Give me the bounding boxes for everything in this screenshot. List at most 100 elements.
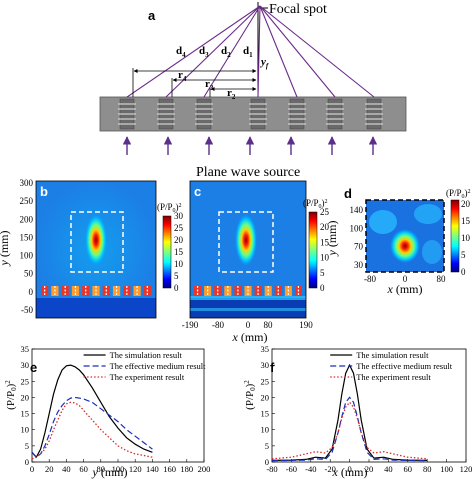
panel-d-focal-spot bbox=[390, 229, 420, 263]
panel-e-x-tick-label: 180 bbox=[180, 464, 193, 474]
d4-label: d4 bbox=[176, 45, 186, 59]
ray-line bbox=[259, 5, 336, 98]
panel-d-colorbar-tick: 15 bbox=[461, 216, 471, 226]
panel-c-x-tick: -80 bbox=[212, 320, 224, 330]
panel-c-colorbar-tick: 10 bbox=[320, 253, 330, 263]
panel-b-colorbar-tick: 20 bbox=[174, 235, 184, 245]
panel-b-y-label: y (mm) bbox=[0, 231, 11, 267]
panel-f-y-tick-label: 25 bbox=[261, 376, 270, 386]
panel-f-chart: -80 -60 -40 -20 0 20 40 60 80 100 120 0 5 10 15 20 25 30 3… bbox=[261, 344, 473, 474]
panel-f-y-tick-label: 30 bbox=[261, 360, 270, 370]
panel-e-plot-area bbox=[31, 348, 205, 463]
panel-f-x-tick-label: 120 bbox=[460, 464, 473, 474]
panel-d-x-label: x (mm) bbox=[387, 282, 423, 296]
panel-b-focal-spot bbox=[85, 214, 107, 266]
panel-e-legend-entry: The simulation result bbox=[110, 350, 183, 360]
panel-b-y-tick: 200 bbox=[20, 214, 34, 224]
panel-b-label: b bbox=[40, 184, 48, 199]
panel-f-x-tick-label: 0 bbox=[347, 464, 351, 474]
panel-f-y-tick-label: 5 bbox=[265, 441, 269, 451]
plane-wave-source-label: Plane wave source bbox=[196, 165, 300, 180]
panel-e-legend-entry: The effective medium result bbox=[110, 361, 207, 371]
panel-d-colorbar-tick: 20 bbox=[461, 199, 471, 209]
panel-f-y-tick-label: 15 bbox=[261, 409, 270, 419]
panel-f-x-tick-label: 20 bbox=[365, 464, 374, 474]
panel-e-y-tick-label: 10 bbox=[21, 425, 30, 435]
ray-line bbox=[259, 5, 375, 98]
panel-b-roi bbox=[70, 211, 124, 273]
panel-d-colorbar-title: (P/P0)2 bbox=[446, 188, 471, 200]
panel-f-plot-area bbox=[271, 348, 467, 463]
panel-f-x-tick-label: 40 bbox=[384, 464, 393, 474]
panel-c-colorbar-tick: 20 bbox=[320, 222, 330, 232]
panel-c-colorbar bbox=[308, 211, 318, 289]
panel-a-label: a bbox=[148, 8, 156, 23]
panel-b-y-ticks: 300 250 200 150 100 50 0 -50 bbox=[20, 178, 34, 315]
panel-d-colorbar-tick: 10 bbox=[461, 233, 471, 243]
panel-e-label: e bbox=[30, 360, 37, 375]
panel-e-x-tick-label: 140 bbox=[146, 464, 159, 474]
panel-e-x-label: y (mm) bbox=[92, 465, 128, 479]
panel-d-x-ticks: -80 0 80 bbox=[364, 274, 446, 284]
panel-c-x-ticks: -190 -80 0 80 190 bbox=[182, 320, 314, 330]
panel-b-colorbar-tick: 30 bbox=[174, 211, 184, 221]
panel-f-x-tick-label: 100 bbox=[440, 464, 453, 474]
panel-f-x-tick-label: -60 bbox=[286, 464, 297, 474]
panel-d-colorbar bbox=[450, 199, 460, 273]
panel-c-focal-spot bbox=[235, 214, 257, 266]
panel-c-colorbar-tick: 15 bbox=[320, 237, 330, 247]
panel-e-x-tick-label: 60 bbox=[79, 464, 88, 474]
panel-b-colorbar-tick: 0 bbox=[174, 283, 179, 293]
panel-c-colorbar-ticks: 25 20 15 10 5 0 bbox=[320, 207, 330, 293]
panel-d-x-tick: -80 bbox=[364, 274, 376, 284]
panel-f-y-label: (P/P0)2 bbox=[243, 380, 257, 410]
panel-a: a Focal spot d4 d3 d2 d1 yf r4 r3 r2 bbox=[99, 2, 407, 180]
panel-c-x-label: x (mm) bbox=[232, 330, 268, 344]
panel-d-y-tick: 100 bbox=[350, 223, 364, 233]
panel-f-y-tick-label: 35 bbox=[261, 344, 270, 354]
panel-b-y-tick: 0 bbox=[29, 287, 34, 297]
panel-e-legend-entry: The experiment result bbox=[110, 372, 185, 382]
ray-line bbox=[259, 5, 298, 98]
panel-f-x-tick-label: -80 bbox=[266, 464, 277, 474]
panel-d-y-label: y (mm) bbox=[325, 221, 339, 257]
panel-c-x-tick: -190 bbox=[182, 320, 199, 330]
panel-f-x-label: x (mm) bbox=[332, 465, 368, 479]
ray-line bbox=[257, 5, 261, 98]
panel-e-y-tick-label: 5 bbox=[25, 441, 29, 451]
panel-b-y-tick: -50 bbox=[21, 305, 33, 315]
panel-f-x-tick-label: 80 bbox=[423, 464, 432, 474]
panel-f-x-tick-label: -40 bbox=[305, 464, 316, 474]
panel-c-colorbar-title: (P/P0)2 bbox=[303, 198, 328, 210]
panel-b-unit-cells bbox=[41, 286, 151, 296]
panel-e-y-tick-label: 35 bbox=[21, 344, 30, 354]
panel-b-colorbar-tick: 5 bbox=[174, 271, 179, 281]
panel-e-y-label: (P/P0)2 bbox=[4, 380, 18, 410]
panel-d-y-ticks: 140 100 70 30 bbox=[350, 205, 364, 270]
panel-f-series-line-1 bbox=[271, 363, 428, 461]
panel-c-label: c bbox=[194, 184, 201, 199]
panel-e-y-tick-label: 15 bbox=[21, 409, 30, 419]
panel-e-y-tick-label: 25 bbox=[21, 376, 30, 386]
panel-e-x-tick-label: 0 bbox=[30, 464, 34, 474]
panel-e-x-tick-label: 120 bbox=[129, 464, 142, 474]
panel-c-x-tick: 80 bbox=[264, 320, 274, 330]
panel-d-x-tick: 0 bbox=[403, 274, 408, 284]
d3-label: d3 bbox=[199, 45, 209, 59]
panel-e-x-tick-label: 200 bbox=[198, 464, 211, 474]
panel-c: c -190 -80 0 80 190 x (mm) (P/P0)2 25 20 15 10 5… bbox=[182, 180, 330, 344]
d2-label: d2 bbox=[221, 45, 231, 59]
panel-f-y-tick-label: 0 bbox=[265, 457, 269, 467]
panel-f-y-tick-label: 20 bbox=[261, 392, 270, 402]
source-arrows bbox=[122, 136, 378, 155]
panel-c-colorbar-tick: 25 bbox=[320, 207, 330, 217]
panel-e-y-tick-label: 30 bbox=[21, 360, 30, 370]
radius-dimensions bbox=[132, 68, 257, 97]
ray-line bbox=[126, 5, 261, 98]
focusing-rays bbox=[126, 5, 375, 98]
panel-c-x-tick: 0 bbox=[246, 320, 251, 330]
panel-e-series-line-2 bbox=[31, 396, 153, 459]
panel-f-series-line-2 bbox=[271, 396, 428, 462]
